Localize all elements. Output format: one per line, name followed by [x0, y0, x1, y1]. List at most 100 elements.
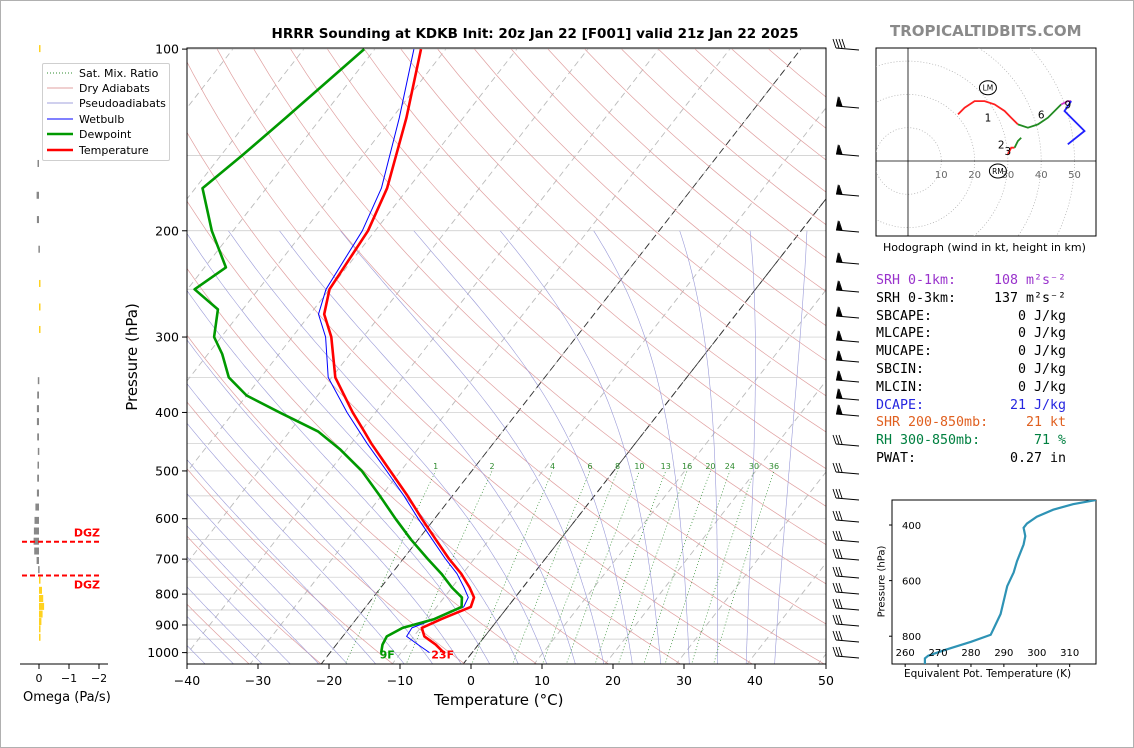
mixing-ratio-line — [512, 470, 591, 664]
isotherm-highlight — [320, 48, 802, 664]
param-rh-300-850: RH 300-850mb: 71 % — [876, 432, 1066, 450]
skewt-reference-lines: 1 2 4 6 8 10 13 16 20 24 30 36 — [187, 48, 826, 664]
barb-flag — [841, 38, 846, 49]
mixing-ratio-line — [617, 470, 688, 664]
theta-e-profile — [923, 500, 1096, 664]
barb-pennant — [836, 220, 842, 231]
wind-barb — [832, 38, 860, 51]
dry-adiabat — [327, 48, 826, 507]
temperature-tick-label: −30 — [245, 673, 271, 688]
omega-bar — [39, 594, 44, 602]
barb-shaft — [835, 193, 860, 197]
barb-flag — [838, 184, 843, 195]
mixing-ratio-line — [344, 470, 436, 664]
isotherm-line — [391, 107, 826, 664]
wind-barb — [832, 614, 860, 627]
dry-adiabat — [216, 48, 826, 625]
param-mlcape: MLCAPE: 0 J/kg — [876, 325, 1066, 343]
barb-pennant — [836, 370, 842, 381]
param-value: 21 kt — [1025, 415, 1066, 431]
legend-label: Sat. Mix. Ratio — [79, 66, 159, 80]
hodograph-height-label: 9 — [1064, 99, 1071, 111]
param-value: 0.27 in — [1009, 450, 1066, 466]
barb-flag — [835, 488, 840, 499]
param-value: 71 % — [1033, 433, 1066, 449]
barb-flag — [838, 530, 843, 541]
theta-e-xtick-label: 290 — [994, 648, 1013, 659]
pseudoadiabat — [413, 230, 633, 664]
barb-flag — [835, 530, 840, 541]
barb-flag — [838, 630, 843, 641]
right-mover-marker — [988, 163, 1007, 179]
legend-label: Wetbulb — [79, 112, 125, 126]
barb-flag — [838, 614, 843, 625]
pseudoadiabat — [187, 556, 291, 664]
omega-bar — [39, 45, 41, 53]
barb-flag — [838, 252, 843, 263]
hodograph-content: 10 20 30 40 50 LM RM 1 23 6 9 — [876, 48, 1096, 236]
hodograph-trace — [1007, 146, 1015, 155]
barb-shaft — [835, 623, 860, 627]
dry-adiabat — [511, 48, 826, 327]
param-label: SBCAPE: — [876, 308, 933, 324]
barb-flag — [835, 38, 840, 49]
mixing-ratio-label: 10 — [634, 462, 644, 471]
mixing-ratio-line — [405, 470, 493, 664]
barb-flag — [838, 38, 843, 49]
hodograph-ring-label: 10 — [935, 170, 948, 181]
omega-bar — [36, 489, 39, 497]
skewt-axes: 9F 23F1002003004005006007008009001000−40−… — [147, 42, 834, 688]
omega-tick-label: −1 — [61, 672, 77, 685]
omega-bar — [39, 633, 41, 641]
pressure-tick-label: 400 — [155, 405, 179, 420]
mixing-ratio-line — [471, 470, 553, 664]
omega-bar — [39, 602, 45, 610]
wind-barb — [832, 530, 860, 543]
wind-barb — [832, 434, 860, 447]
isotherm-line — [249, 48, 731, 664]
barb-flag — [835, 630, 840, 641]
param-label: MLCAPE: — [876, 326, 933, 342]
hodograph-trace — [1017, 103, 1062, 129]
param-sbcin: SBCIN: 0 J/kg — [876, 361, 1066, 379]
omega-xlabel: Omega (Pa/s) — [23, 690, 111, 705]
pseudoadiabat — [499, 230, 662, 664]
dry-adiabat — [437, 48, 826, 397]
barb-shaft — [835, 105, 860, 109]
theta-e-content — [923, 500, 1096, 664]
pseudoadiabat — [593, 230, 690, 664]
barb-flag — [832, 598, 837, 609]
pseudoadiabat — [679, 230, 718, 664]
hodograph-trace — [1013, 137, 1022, 149]
pseudoadiabat — [340, 230, 605, 664]
mixing-ratio-label: 1 — [433, 462, 438, 471]
temperature-tick-label: 20 — [605, 673, 621, 688]
wind-barb — [832, 646, 860, 659]
pseudoadiabat — [187, 459, 377, 664]
theta-e-xtick-label: 300 — [1027, 648, 1046, 659]
wind-barbs — [825, 38, 860, 664]
barb-flag — [832, 530, 837, 541]
param-value: 108 m²s⁻² — [993, 273, 1066, 288]
barb-shaft — [835, 413, 860, 417]
legend-item-sat-mix-ratio: Sat. Mix. Ratio — [47, 66, 158, 80]
isotherm-line — [187, 48, 589, 564]
barb-shaft — [835, 339, 860, 343]
temperature-tick-label: 40 — [747, 673, 763, 688]
barb-pennant — [836, 330, 842, 341]
wind-barb — [835, 370, 860, 383]
wind-barb — [832, 488, 860, 501]
legend-item-dewpoint: Dewpoint — [47, 127, 131, 141]
barb-pennant — [836, 404, 842, 415]
mixing-ratio-line — [691, 470, 755, 664]
wind-barb — [835, 96, 860, 109]
barb-flag — [838, 330, 843, 341]
barb-flag — [835, 434, 840, 445]
barb-pennant — [836, 388, 842, 399]
isotherm-line — [187, 48, 518, 473]
omega-bar — [39, 303, 41, 311]
omega-bar — [34, 516, 39, 524]
param-label: SHR 200-850mb: — [876, 415, 989, 431]
barb-flag — [835, 646, 840, 657]
dry-adiabat — [187, 603, 250, 664]
